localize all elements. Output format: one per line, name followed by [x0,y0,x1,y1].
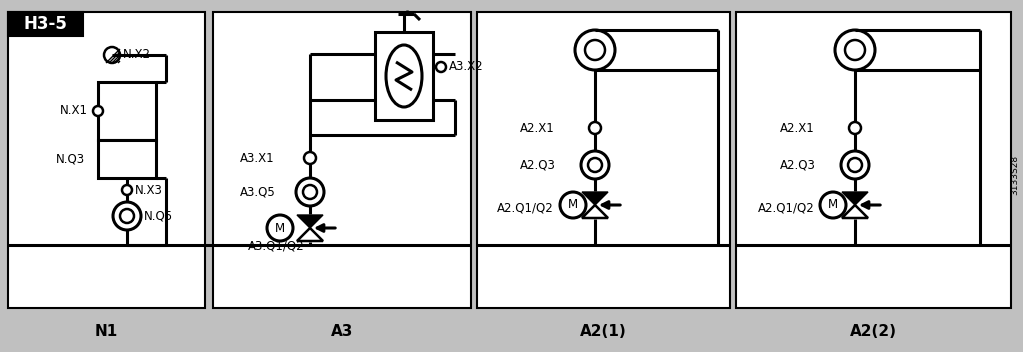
Text: A2(2): A2(2) [850,325,897,339]
Circle shape [122,185,132,195]
Text: N.X2: N.X2 [123,49,151,62]
Text: H3-5: H3-5 [24,15,66,33]
Text: M: M [828,199,838,212]
Text: M: M [568,199,578,212]
Text: A3.Q5: A3.Q5 [240,186,276,199]
Circle shape [304,152,316,164]
Bar [477,12,730,308]
Text: 3133S28: 3133S28 [1011,155,1020,195]
Text: N.Q5: N.Q5 [144,209,173,222]
Circle shape [589,122,601,134]
Text: N.Q3: N.Q3 [56,152,85,165]
Circle shape [120,209,134,223]
Text: A2.Q1/Q2: A2.Q1/Q2 [497,201,553,214]
Bar [213,12,471,308]
Circle shape [849,122,861,134]
Bar [98,82,155,140]
Circle shape [841,151,869,179]
Circle shape [296,178,324,206]
Circle shape [835,30,875,70]
Circle shape [588,158,602,172]
Polygon shape [297,228,323,241]
Circle shape [113,202,141,230]
Text: A2.Q3: A2.Q3 [520,158,555,171]
Polygon shape [297,215,323,228]
Circle shape [303,185,317,199]
Circle shape [93,106,103,116]
Text: A3: A3 [330,325,353,339]
Circle shape [820,192,846,218]
Circle shape [104,47,120,63]
Circle shape [845,40,865,60]
Text: N.X1: N.X1 [60,105,88,118]
Text: M: M [275,221,285,234]
Bar [736,12,1011,308]
Circle shape [436,62,446,72]
Bar [8,12,205,308]
Ellipse shape [386,45,422,107]
Polygon shape [582,205,608,218]
Text: A3.X2: A3.X2 [449,61,484,74]
Text: A2.X1: A2.X1 [780,121,814,134]
Polygon shape [842,205,868,218]
Circle shape [581,151,609,179]
Text: A2(1): A2(1) [580,325,627,339]
Text: A3.Q1/Q2: A3.Q1/Q2 [248,239,305,252]
Text: A3.X1: A3.X1 [240,151,274,164]
Text: A2.Q1/Q2: A2.Q1/Q2 [758,201,814,214]
Text: N.X3: N.X3 [135,183,163,196]
Circle shape [848,158,862,172]
Polygon shape [842,192,868,205]
Circle shape [560,192,586,218]
Bar [375,32,433,120]
Circle shape [575,30,615,70]
Circle shape [585,40,605,60]
Circle shape [267,215,293,241]
Text: A2.X1: A2.X1 [520,121,554,134]
Bar [8,12,83,36]
Text: A2.Q3: A2.Q3 [780,158,816,171]
Bar [98,140,155,178]
Text: N1: N1 [95,325,118,339]
Polygon shape [582,192,608,205]
